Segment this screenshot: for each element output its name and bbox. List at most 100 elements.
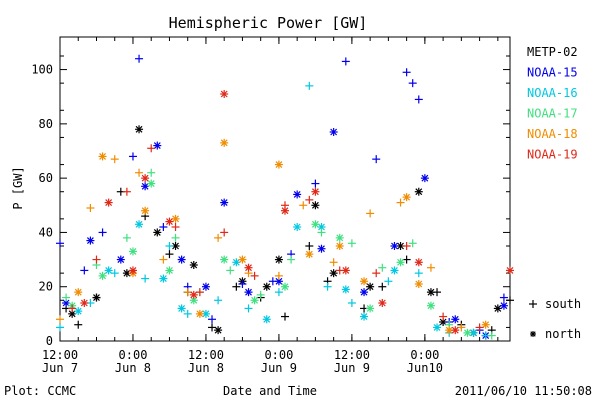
point-noaa-16-north (433, 323, 442, 332)
point-noaa-15-north (499, 301, 508, 310)
point-metp-02-north (366, 282, 375, 291)
point-noaa-19-north (220, 90, 229, 98)
point-noaa-19-north (378, 299, 387, 307)
point-metp-02-north (274, 255, 283, 264)
point-noaa-17-north (366, 304, 375, 313)
marker-stroke (263, 315, 271, 323)
data-points (56, 54, 514, 340)
point-noaa-15-north (153, 141, 162, 150)
point-metp-02-north (493, 304, 502, 313)
point-noaa-15-north (86, 236, 95, 245)
point-noaa-18-north (238, 255, 247, 264)
point-metp-02-south (378, 282, 387, 291)
point-noaa-19-south (475, 323, 484, 332)
marker-stroke (311, 220, 319, 228)
x-tick-time-label: 0:00 (410, 348, 439, 362)
point-noaa-18-north (98, 152, 107, 161)
point-noaa-15-north (293, 190, 302, 199)
marker-stroke (318, 223, 325, 231)
marker-stroke (403, 193, 411, 201)
point-metp-02-south (74, 320, 83, 329)
x-tick-date-label: Jun 9 (261, 361, 297, 375)
marker-stroke (202, 283, 210, 291)
point-noaa-19-north (189, 290, 198, 299)
point-noaa-15-south (499, 293, 508, 302)
marker-stroke (397, 258, 404, 266)
marker-stroke (239, 256, 246, 263)
marker-stroke (74, 288, 82, 296)
marker-stroke (105, 267, 113, 274)
marker-stroke (99, 272, 106, 280)
point-noaa-17-south (62, 293, 71, 302)
marker-stroke (159, 275, 167, 282)
point-noaa-17-south (287, 255, 296, 264)
point-noaa-17-south (122, 233, 131, 242)
marker-stroke (190, 291, 198, 299)
point-metp-02-north (214, 326, 223, 335)
point-noaa-18-south (159, 255, 168, 264)
marker-stroke (135, 220, 143, 228)
point-noaa-19-north (311, 187, 320, 196)
marker-stroke (342, 286, 350, 293)
point-metp-02-north (171, 242, 180, 250)
point-noaa-16-south (214, 296, 223, 305)
x-tick-time-label: 12:00 (188, 348, 224, 362)
marker-stroke (105, 199, 113, 206)
y-tick-label: 40 (39, 225, 53, 239)
point-noaa-17-north (98, 271, 107, 280)
point-noaa-15-south (402, 68, 411, 77)
point-noaa-16-north (360, 312, 369, 321)
point-metp-02-north (414, 187, 423, 196)
marker-stroke (342, 267, 350, 274)
point-noaa-16-north (74, 307, 83, 316)
point-metp-02-south (506, 296, 514, 305)
point-noaa-19-north (451, 326, 460, 335)
marker-stroke (330, 269, 338, 277)
point-noaa-17-north (396, 258, 405, 267)
point-noaa-16-north (390, 266, 399, 275)
legend-entry-noaa-15: NOAA-15 (527, 66, 578, 80)
point-noaa-15-south (56, 239, 64, 248)
point-noaa-18-north (360, 277, 369, 286)
point-noaa-15-south (80, 266, 89, 275)
point-noaa-15-north (141, 182, 150, 191)
plot-frame (59, 36, 511, 342)
point-noaa-17-south (317, 228, 326, 237)
marker-stroke (202, 310, 210, 318)
point-noaa-16-south (305, 81, 314, 90)
point-noaa-15-south (311, 179, 320, 188)
point-noaa-18-south (110, 155, 119, 164)
point-metp-02-south (232, 282, 241, 291)
point-noaa-18-north (195, 309, 204, 318)
point-noaa-17-north (128, 247, 137, 256)
point-noaa-18-north (141, 206, 150, 215)
point-metp-02-north (189, 261, 198, 269)
x-tick-date-label: Jun 8 (188, 361, 224, 375)
marker-stroke (93, 294, 100, 301)
point-noaa-19-south (250, 271, 259, 280)
point-noaa-18-south (135, 168, 144, 177)
point-noaa-19-north (128, 266, 137, 275)
plot-credit: Plot: CCMC (4, 384, 76, 398)
marker-stroke (220, 90, 228, 98)
point-noaa-16-south (414, 269, 423, 278)
point-noaa-18-north (402, 193, 411, 202)
marker-stroke (427, 288, 435, 296)
marker-stroke (220, 256, 228, 263)
marker-stroke (147, 180, 155, 187)
point-noaa-19-south (195, 288, 204, 297)
point-noaa-18-south (426, 263, 435, 272)
marker-stroke (166, 218, 173, 225)
point-noaa-15-south (408, 79, 417, 88)
marker-stroke (360, 277, 368, 285)
point-noaa-17-south (171, 233, 180, 242)
point-metp-02-south (208, 323, 217, 332)
point-noaa-18-north (171, 214, 180, 223)
x-tick-time-label: 12:00 (42, 348, 78, 362)
x-tick-date-label: Jun 8 (115, 361, 151, 375)
point-noaa-16-north (341, 285, 350, 294)
point-noaa-15-north (420, 174, 429, 183)
marker-stroke (153, 142, 161, 149)
marker-stroke (360, 288, 368, 296)
